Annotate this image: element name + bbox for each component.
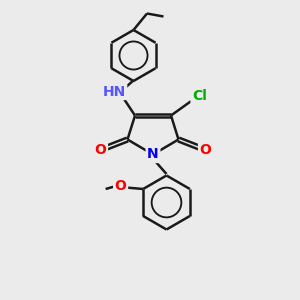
Text: Cl: Cl [192,89,207,103]
Text: O: O [94,143,106,157]
Text: O: O [200,143,211,157]
Text: N: N [147,148,159,161]
Text: HN: HN [102,85,126,98]
Text: O: O [115,179,127,193]
